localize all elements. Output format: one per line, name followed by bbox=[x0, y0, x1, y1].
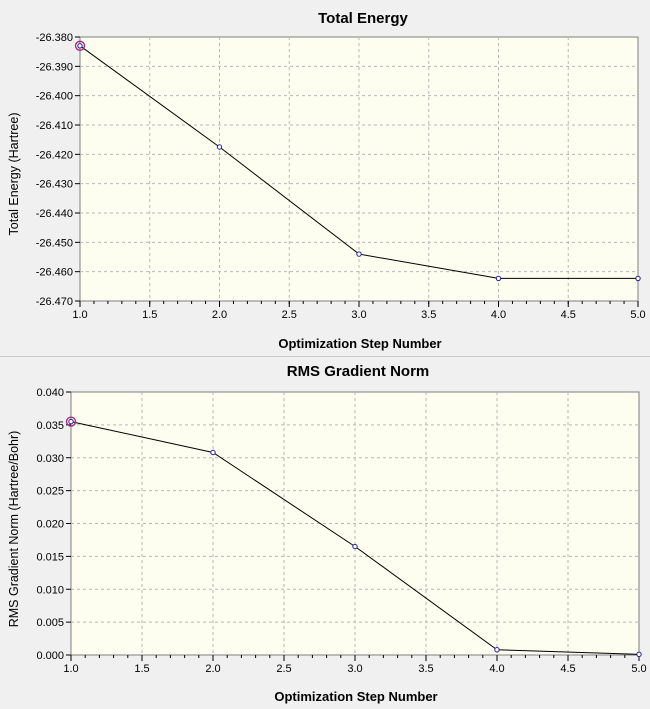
x-tick-label: 5.0 bbox=[630, 309, 645, 321]
x-tick-label: 5.0 bbox=[631, 663, 646, 675]
x-tick-label: 3.5 bbox=[421, 309, 436, 321]
data-point[interactable] bbox=[356, 251, 362, 257]
y-tick-label: -26.390 bbox=[36, 61, 73, 73]
data-point[interactable] bbox=[210, 449, 216, 456]
y-tick-label: 0.015 bbox=[36, 551, 64, 563]
x-tick-label: 2.0 bbox=[205, 663, 220, 675]
x-tick-label: 3.0 bbox=[351, 309, 366, 321]
rms-gradient-panel: RMS Gradient Norm Optimization Step Numb… bbox=[0, 356, 650, 709]
x-axis-title: Optimization Step Number bbox=[274, 689, 437, 704]
selected-point-ring[interactable] bbox=[74, 40, 86, 51]
y-tick-label: -26.400 bbox=[36, 91, 73, 103]
x-tick-label: 1.0 bbox=[63, 663, 78, 675]
y-tick-label: 0.000 bbox=[36, 650, 64, 662]
rms-gradient-chart: RMS Gradient Norm Optimization Step Numb… bbox=[7, 363, 647, 704]
x-tick-label: 3.5 bbox=[418, 663, 433, 675]
data-point[interactable] bbox=[77, 43, 83, 49]
x-tick-label: 4.5 bbox=[560, 663, 575, 675]
total-energy-panel: Total Energy Optimization Step Number To… bbox=[0, 0, 650, 352]
x-tick-label: 3.0 bbox=[347, 663, 362, 675]
data-point[interactable] bbox=[636, 651, 642, 658]
data-point[interactable] bbox=[216, 144, 223, 150]
x-tick-label: 1.5 bbox=[142, 309, 157, 321]
x-tick-label: 2.5 bbox=[276, 663, 291, 675]
selected-point-ring[interactable] bbox=[65, 416, 77, 427]
data-point[interactable] bbox=[68, 418, 74, 425]
x-tick-label: 2.0 bbox=[212, 309, 227, 321]
data-point[interactable] bbox=[495, 275, 502, 282]
data-point[interactable] bbox=[494, 647, 500, 653]
chart-title: RMS Gradient Norm bbox=[287, 363, 430, 380]
y-tick-label: -26.410 bbox=[36, 120, 73, 132]
x-tick-label: 4.0 bbox=[491, 309, 506, 321]
data-point[interactable] bbox=[352, 543, 358, 550]
y-tick-label: 0.020 bbox=[36, 519, 64, 531]
y-tick-label: 0.035 bbox=[36, 420, 64, 432]
y-tick-label: 0.010 bbox=[36, 584, 64, 596]
chart-title: Total Energy bbox=[318, 10, 408, 27]
y-tick-label: -26.440 bbox=[36, 208, 73, 220]
y-tick-label: -26.380 bbox=[36, 32, 73, 44]
x-tick-label: 1.0 bbox=[72, 309, 87, 321]
y-tick-label: -26.430 bbox=[36, 179, 73, 191]
x-tick-label: 2.5 bbox=[282, 309, 297, 321]
y-axis-title: RMS Gradient Norm (Hartree/Bohr) bbox=[7, 431, 21, 628]
y-tick-label: -26.420 bbox=[36, 149, 73, 161]
y-tick-label: 0.040 bbox=[36, 387, 64, 399]
y-tick-label: -26.470 bbox=[36, 296, 73, 308]
x-tick-label: 4.0 bbox=[489, 663, 504, 675]
y-tick-label: 0.030 bbox=[36, 453, 64, 465]
x-tick-label: 1.5 bbox=[134, 663, 149, 675]
y-tick-label: 0.025 bbox=[36, 486, 64, 498]
y-tick-label: 0.005 bbox=[36, 617, 64, 629]
y-axis-title: Total Energy (Hartree) bbox=[7, 113, 21, 236]
data-point[interactable] bbox=[635, 275, 641, 282]
x-tick-label: 4.5 bbox=[561, 309, 576, 321]
x-axis-title: Optimization Step Number bbox=[278, 336, 441, 351]
y-tick-label: -26.450 bbox=[36, 237, 73, 249]
y-tick-label: -26.460 bbox=[36, 267, 73, 279]
total-energy-chart: Total Energy Optimization Step Number To… bbox=[7, 10, 646, 351]
